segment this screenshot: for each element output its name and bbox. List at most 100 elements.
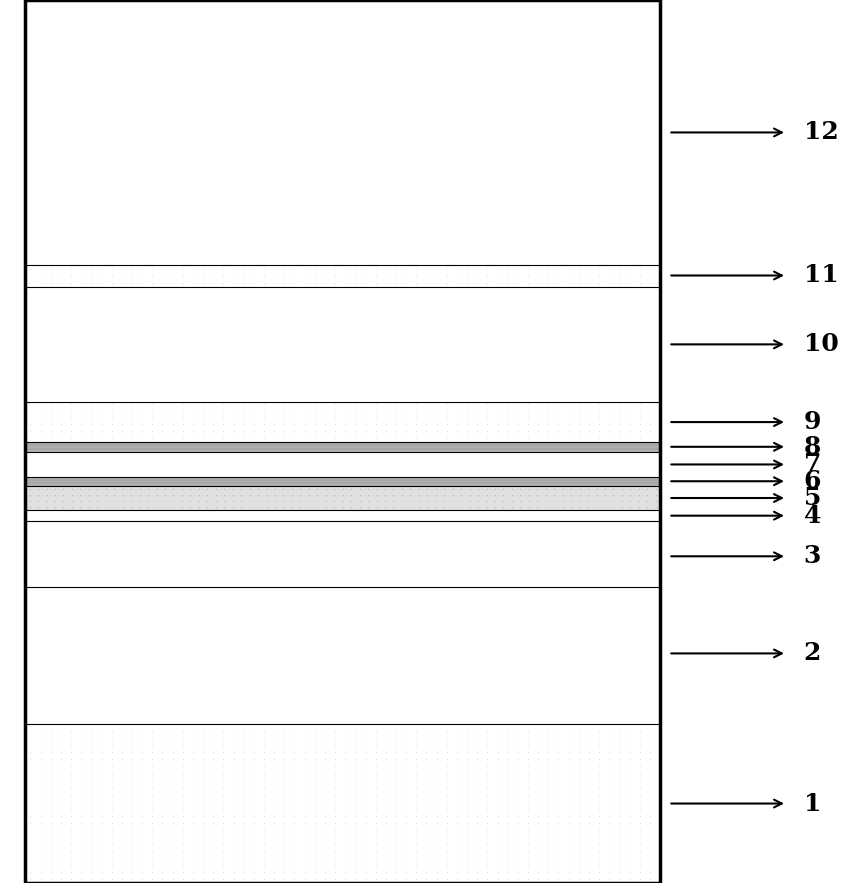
Point [44, 410, 58, 424]
Point [176, 830, 190, 844]
Point [115, 844, 129, 858]
Point [318, 403, 332, 417]
Point [471, 487, 485, 502]
Point [522, 844, 535, 858]
Point [156, 844, 170, 858]
Point [572, 731, 585, 745]
Point [166, 858, 180, 872]
Point [126, 745, 139, 759]
Point [471, 759, 484, 774]
Point [481, 823, 494, 837]
Point [582, 738, 595, 752]
Point [176, 424, 190, 438]
Point [446, 487, 460, 502]
Point [133, 500, 147, 514]
Point [166, 795, 180, 809]
Point [581, 494, 594, 509]
Point [612, 269, 626, 283]
Point [206, 844, 220, 858]
Point [24, 766, 37, 781]
Point [420, 738, 433, 752]
Point [446, 500, 460, 514]
Point [156, 424, 170, 438]
Point [85, 837, 98, 851]
Point [511, 396, 525, 410]
Point [142, 500, 155, 514]
Point [399, 724, 413, 738]
Point [85, 431, 98, 445]
Point [572, 851, 585, 865]
Point [501, 262, 515, 276]
Point [389, 809, 403, 823]
Point [471, 830, 484, 844]
Point [126, 738, 139, 752]
Point [216, 788, 230, 802]
Point [166, 396, 180, 410]
Point [552, 417, 566, 431]
Point [115, 396, 129, 410]
Point [95, 823, 109, 837]
Point [44, 802, 58, 816]
Point [572, 417, 585, 431]
Point [328, 417, 342, 431]
Point [136, 837, 149, 851]
Point [105, 844, 119, 858]
Point [632, 494, 645, 509]
Point [359, 788, 372, 802]
Point [196, 823, 209, 837]
Point [328, 262, 342, 276]
Point [389, 837, 403, 851]
Point [481, 396, 494, 410]
Point [622, 276, 636, 291]
Point [349, 738, 362, 752]
Point [186, 844, 199, 858]
Point [410, 816, 423, 830]
Point [34, 774, 47, 788]
Point [562, 858, 576, 872]
Point [85, 276, 98, 291]
Point [146, 417, 159, 431]
Point [186, 781, 199, 795]
Point [277, 816, 291, 830]
Point [226, 262, 240, 276]
Point [460, 795, 474, 809]
Point [542, 872, 555, 883]
Point [206, 410, 220, 424]
Point [64, 396, 78, 410]
Point [328, 431, 342, 445]
Point [287, 276, 301, 291]
Point [359, 774, 372, 788]
Point [410, 396, 423, 410]
Point [308, 262, 321, 276]
Point [308, 276, 321, 291]
Point [632, 487, 645, 502]
Point [54, 724, 68, 738]
Point [75, 724, 88, 738]
Point [95, 858, 109, 872]
Point [592, 731, 605, 745]
Point [602, 872, 616, 883]
Point [64, 731, 78, 745]
Point [64, 781, 78, 795]
Point [226, 844, 240, 858]
Point [399, 802, 413, 816]
Point [471, 738, 484, 752]
Point [237, 809, 250, 823]
Point [226, 781, 240, 795]
Point [216, 424, 230, 438]
Point [267, 809, 281, 823]
Point [183, 487, 197, 502]
Point [522, 410, 535, 424]
Point [24, 745, 37, 759]
Point [54, 424, 68, 438]
Point [420, 262, 433, 276]
Point [491, 766, 505, 781]
Point [633, 781, 646, 795]
Point [572, 872, 585, 883]
Point [105, 837, 119, 851]
Point [318, 269, 332, 283]
Point [582, 788, 595, 802]
Point [206, 766, 220, 781]
Point [216, 865, 230, 879]
Point [399, 823, 413, 837]
